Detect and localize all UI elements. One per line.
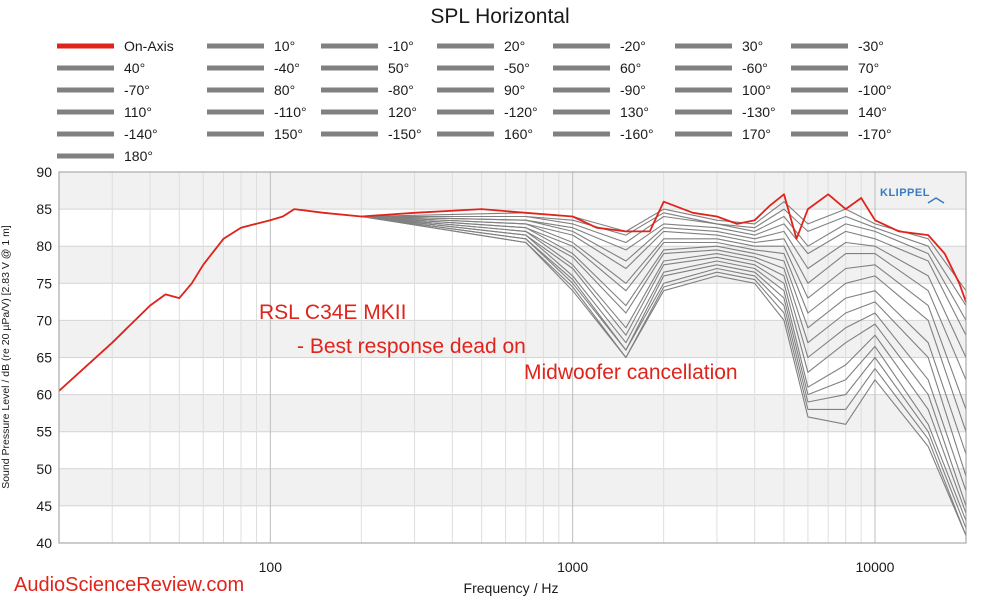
legend-label: -40° [274, 60, 300, 76]
legend-label: 70° [858, 60, 879, 76]
legend-label: -120° [504, 104, 538, 120]
legend-label: -140° [124, 126, 158, 142]
y-tick-label: 55 [36, 424, 52, 440]
legend-label: -70° [124, 82, 150, 98]
legend-label: 80° [274, 82, 295, 98]
series-line-on-axis [58, 193, 967, 392]
legend-label: -50° [504, 60, 530, 76]
axes: 40 45 50 55 60 65 70 75 80 85 90 100 1000 10000 [36, 164, 967, 575]
legend-label: -150° [388, 126, 422, 142]
legend-label: 90° [504, 82, 525, 98]
legend-label: 160° [504, 126, 533, 142]
legend-label: 100° [742, 82, 771, 98]
legend-label: 130° [620, 104, 649, 120]
y-tick-label: 90 [36, 164, 52, 180]
legend: On-Axis 10° -10° 20° -20° 30° -30° 40° -40° 50° -5… [57, 38, 892, 164]
y-tick-label: 85 [36, 201, 52, 217]
legend-label: -160° [620, 126, 654, 142]
legend-label: On-Axis [124, 38, 174, 54]
klippel-logo-text: KLIPPEL [880, 187, 930, 199]
x-tick-label: 100 [259, 559, 283, 575]
legend-label: -80° [388, 82, 414, 98]
legend-label: -100° [858, 82, 892, 98]
y-tick-label: 40 [36, 535, 52, 551]
grid-band [59, 172, 966, 210]
series-group [58, 193, 967, 536]
annotation-midwoofer: Midwoofer cancellation [524, 361, 738, 384]
chart-title: SPL Horizontal [430, 5, 569, 28]
plot-frame [58, 171, 967, 544]
legend-label: -60° [742, 60, 768, 76]
y-tick-label: 80 [36, 238, 52, 254]
klippel-logo: KLIPPEL [880, 187, 945, 204]
x-tick-label: 10000 [856, 559, 895, 575]
legend-label: 140° [858, 104, 887, 120]
annotation-model: RSL C34E MKII [259, 301, 406, 324]
y-tick-label: 75 [36, 275, 52, 291]
grid-band [59, 468, 966, 506]
legend-label: 10° [274, 38, 295, 54]
legend-label: 60° [620, 60, 641, 76]
grid-band [59, 246, 966, 284]
legend-label: 20° [504, 38, 525, 54]
legend-label: -170° [858, 126, 892, 142]
legend-label: -90° [620, 82, 646, 98]
legend-label: -30° [858, 38, 884, 54]
legend-label: 30° [742, 38, 763, 54]
legend-label: 110° [124, 104, 152, 120]
klippel-logo-mark [927, 197, 945, 204]
legend-label: 50° [388, 60, 409, 76]
y-tick-label: 65 [36, 350, 52, 366]
legend-label: 40° [124, 60, 145, 76]
y-tick-label: 45 [36, 498, 52, 514]
legend-label: 120° [388, 104, 417, 120]
y-axis-label: Sound Pressure Level / dB (re 20 µPa/V) … [0, 225, 12, 489]
legend-label: -110° [274, 104, 307, 120]
watermark: AudioScienceReview.com [14, 574, 244, 596]
grid-band [59, 394, 966, 432]
y-tick-label: 50 [36, 461, 52, 477]
x-tick-label: 1000 [557, 559, 588, 575]
legend-label: -130° [742, 104, 776, 120]
y-tick-label: 60 [36, 387, 52, 403]
grid-band [59, 320, 966, 358]
annotation-best-response: - Best response dead on [297, 335, 526, 358]
legend-label: 180° [124, 148, 153, 164]
y-tick-label: 70 [36, 312, 52, 328]
x-axis-label: Frequency / Hz [464, 580, 559, 596]
legend-label: -20° [620, 38, 646, 54]
legend-label: -10° [388, 38, 414, 54]
legend-label: 150° [274, 126, 303, 142]
legend-label: 170° [742, 126, 771, 142]
